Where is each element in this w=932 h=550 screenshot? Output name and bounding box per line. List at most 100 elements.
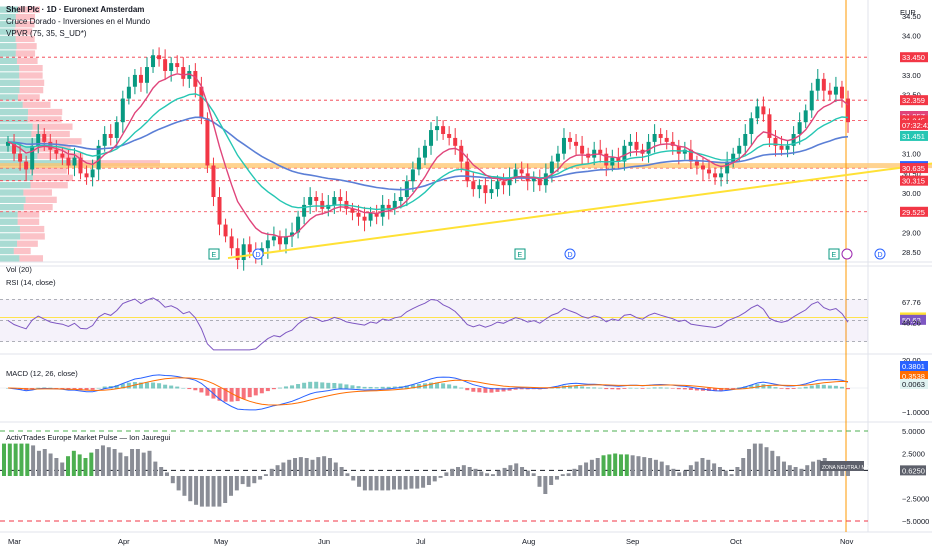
pulse-bar — [520, 467, 524, 476]
candle-body — [308, 197, 312, 205]
vpvr-up-bar — [0, 233, 20, 239]
pulse-bar — [177, 476, 181, 490]
rsi-pane-title[interactable]: RSI (14, close) — [6, 278, 56, 287]
pulse-bar — [386, 476, 390, 490]
pulse-bar — [602, 455, 606, 476]
price-tick-label: 31.00 — [902, 150, 921, 159]
candle-body — [574, 142, 578, 146]
price-tick-label: 30.00 — [902, 189, 921, 198]
pulse-bar — [625, 454, 629, 476]
pulse-bar — [107, 447, 111, 476]
pulse-bar — [782, 462, 786, 476]
candle-body — [562, 138, 566, 154]
macd-histogram-bar — [610, 388, 614, 389]
time-axis[interactable]: Mar Apr May Jun Jul Aug Sep Oct Nov — [8, 537, 854, 546]
time-axis-label: Jul — [416, 537, 426, 546]
pulse-bar — [666, 465, 670, 476]
pulse-bar — [363, 476, 367, 490]
macd-histogram-bar — [816, 385, 820, 389]
candle-body — [653, 134, 657, 142]
pulse-tick-label: 2.5000 — [902, 450, 925, 459]
macd-histogram-bar — [278, 388, 282, 389]
pulse-bar — [159, 467, 163, 476]
pulse-bar — [305, 458, 309, 476]
price-tag-value: 29.525 — [902, 208, 925, 217]
price-axis[interactable]: 34.5034.0033.5033.0032.5032.0031.5031.00… — [884, 12, 931, 526]
vpvr-up-bar — [0, 109, 28, 115]
candle-body — [417, 158, 421, 170]
candle-body — [749, 118, 753, 134]
macd-histogram-bar — [193, 388, 197, 390]
price-tag: 30.315 — [900, 176, 928, 186]
vpvr-up-bar — [0, 87, 19, 93]
candle-body — [477, 185, 481, 189]
pulse-bar — [695, 462, 699, 476]
vpvr-up-bar — [0, 72, 19, 78]
pulse-bar — [316, 457, 320, 476]
macd-histogram-bar — [254, 388, 258, 395]
pulse-bar — [747, 449, 751, 476]
pulse-bar — [700, 458, 704, 476]
pulse-bar — [671, 469, 675, 476]
price-tag: 32.359 — [900, 95, 928, 105]
pulse-bar — [770, 451, 774, 476]
pulse-pane[interactable]: ZONA NEUTRA / MIXTA — [0, 431, 877, 521]
macd-histogram-bar — [786, 388, 790, 389]
vpvr-up-bar — [0, 255, 19, 261]
macd-pane[interactable] — [0, 375, 868, 410]
pulse-bar — [194, 476, 198, 505]
volume-pane-title[interactable]: Vol (20) — [6, 265, 32, 274]
price-tick-label: 29.00 — [902, 228, 921, 237]
candle-body — [314, 197, 318, 201]
candle-body — [471, 181, 475, 189]
macd-histogram-bar — [175, 387, 179, 389]
candle-body — [399, 197, 403, 201]
pulse-bar — [25, 444, 29, 476]
pulse-bar — [241, 476, 245, 484]
macd-pane-title[interactable]: MACD (12, 26, close) — [6, 369, 78, 378]
vpvr-down-bar — [20, 233, 45, 239]
price-tag-value: 07:32:42 — [902, 121, 931, 130]
macd-histogram-bar — [604, 388, 608, 389]
pulse-bar — [130, 449, 134, 476]
macd-histogram-bar — [272, 388, 276, 389]
macd-histogram-bar — [326, 383, 330, 389]
vpvr-down-bar — [19, 87, 43, 93]
pulse-bar — [72, 451, 76, 476]
candle-body — [701, 166, 705, 170]
pulse-bar — [113, 449, 117, 476]
macd-histogram-bar — [369, 387, 373, 389]
macd-histogram-bar — [344, 384, 348, 388]
pulse-bar — [49, 454, 53, 477]
pulse-bar — [217, 476, 221, 507]
price-tag: 30.635 — [900, 163, 928, 173]
macd-histogram-bar — [598, 388, 602, 389]
candle-body — [103, 134, 107, 146]
macd-histogram-bar — [199, 388, 203, 392]
pulse-bar — [37, 451, 41, 476]
macd-histogram-bar — [151, 383, 155, 389]
candle-body — [828, 91, 832, 95]
time-axis-label: Apr — [118, 537, 130, 546]
pulse-tick-label: 5.0000 — [902, 427, 925, 436]
rsi-pane[interactable] — [0, 298, 868, 350]
vpvr-up-bar — [0, 131, 31, 137]
pulse-bar — [19, 444, 23, 476]
indicator-label-golden-cross[interactable]: Cruce Dorado - Inversiones en el Mundo — [6, 17, 151, 26]
pulse-pane-title[interactable]: ActivTrades Europe Market Pulse — Ion Ja… — [6, 433, 171, 442]
candle-body — [181, 67, 185, 79]
candle-body — [145, 67, 149, 83]
macd-histogram-bar — [810, 386, 814, 389]
time-axis-label: May — [214, 537, 228, 546]
pulse-bar — [171, 476, 175, 483]
candle-body — [489, 189, 493, 193]
pulse-bar — [811, 462, 815, 476]
pulse-bar — [229, 476, 233, 496]
pulse-bar — [561, 474, 565, 476]
rsi-tick-label: 67.76 — [902, 298, 921, 307]
vpvr-down-bar — [19, 72, 42, 78]
macd-histogram-bar — [357, 386, 361, 388]
indicator-label-vpvr[interactable]: VPVR (75, 35, S_UD*) — [6, 29, 87, 38]
macd-histogram-bar — [296, 384, 300, 388]
vpvr-up-bar — [0, 102, 23, 108]
